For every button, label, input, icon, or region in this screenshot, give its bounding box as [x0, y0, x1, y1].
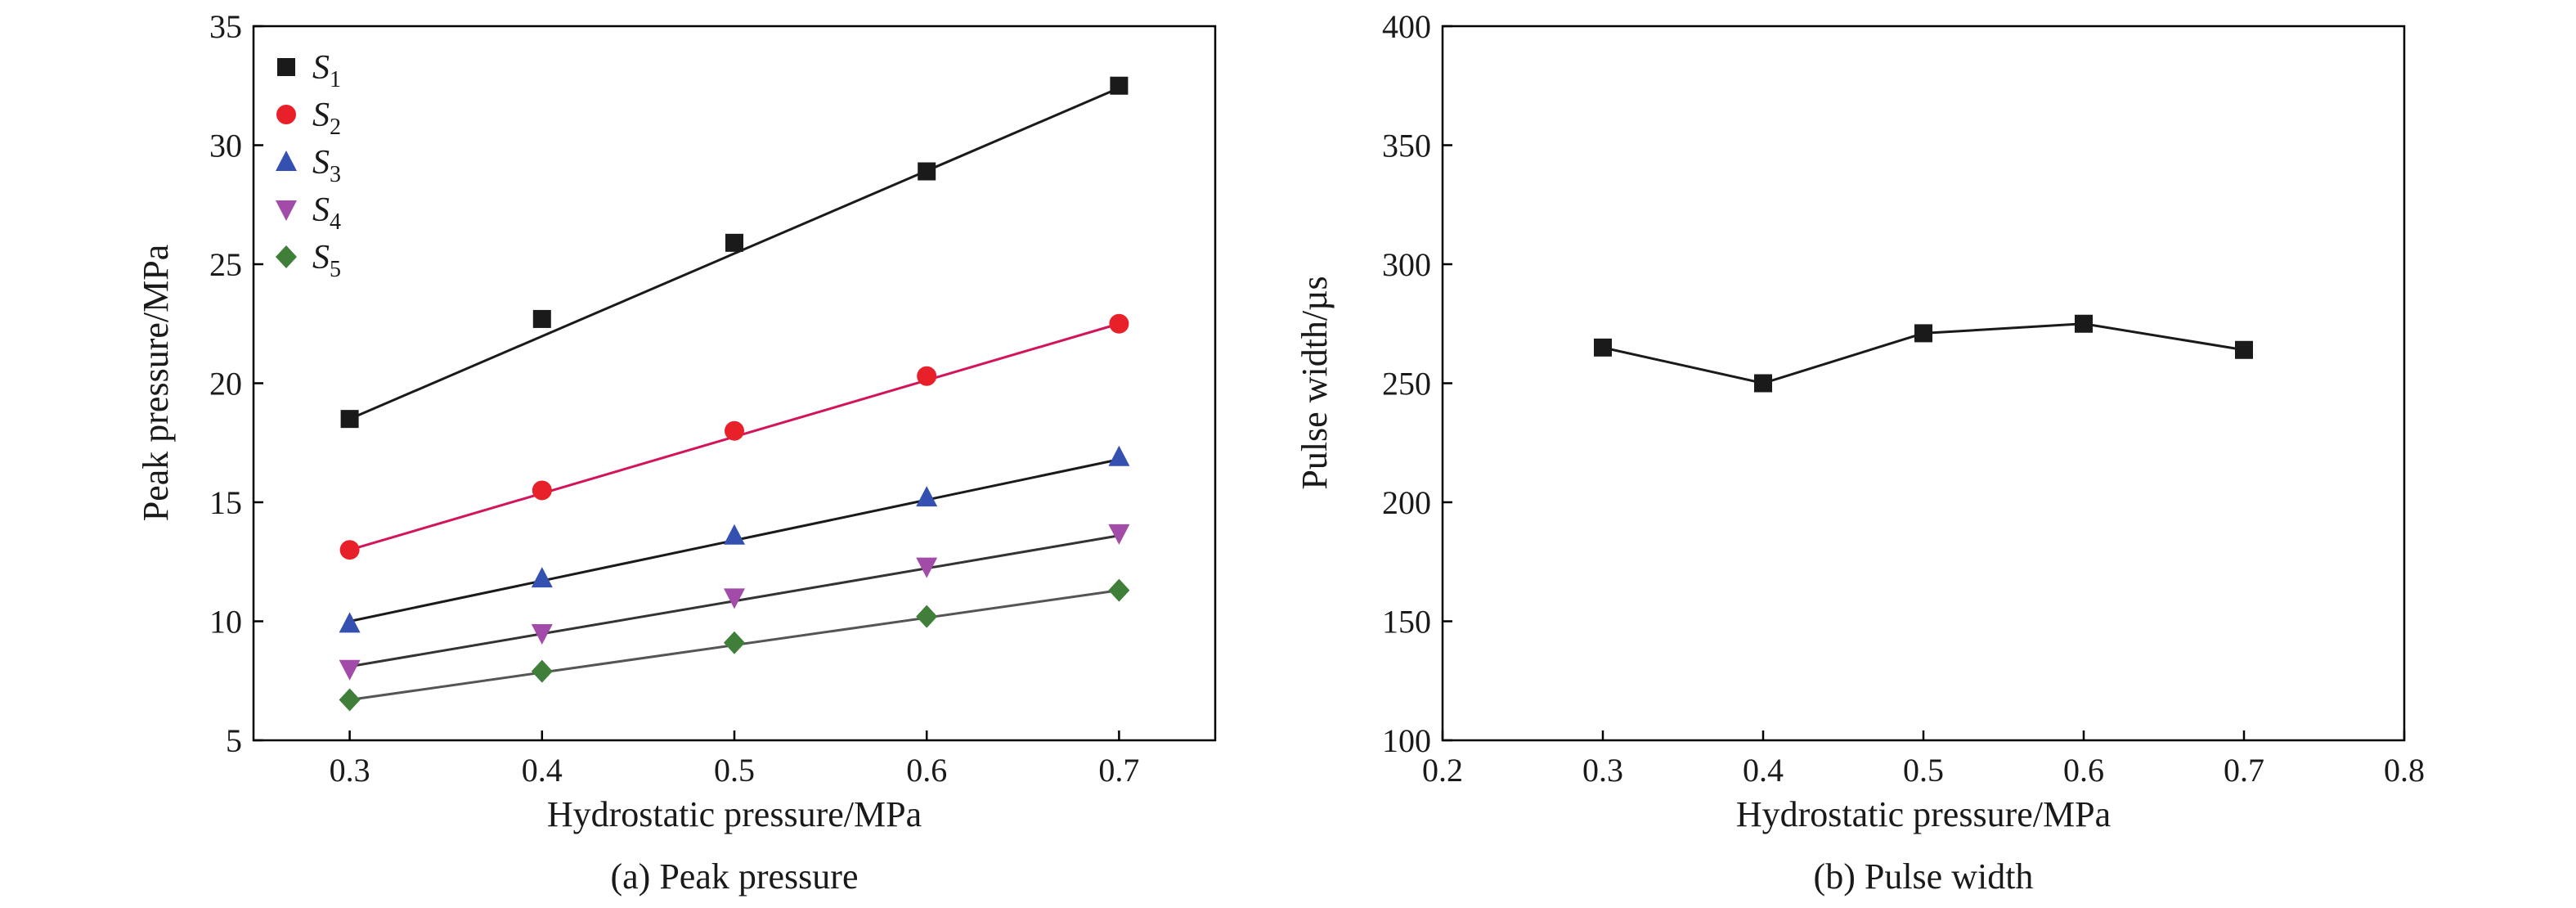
data-point: [2075, 314, 2093, 333]
plot-frame-b: [1441, 25, 2406, 742]
x-tick-label: 0.8: [2384, 752, 2425, 789]
data-point-s2: [917, 366, 937, 386]
data-point-s1: [340, 410, 359, 429]
y-axis-title-a: Peak pressure/MPa: [136, 245, 176, 522]
legend-marker-s4: [276, 200, 297, 221]
data-point-s2: [725, 420, 744, 441]
y-tick-label: 200: [1382, 484, 1431, 521]
y-tick-label: 300: [1382, 246, 1431, 283]
data-point: [1914, 324, 1932, 343]
data-points-a: [339, 76, 1130, 712]
legend-marker-s3: [276, 151, 297, 171]
x-tick-label: 0.6: [906, 752, 947, 789]
data-point-s3: [531, 567, 553, 588]
legend-label-s2: S2: [312, 97, 341, 140]
data-point-s1: [918, 162, 936, 181]
y-tick-label: 30: [209, 128, 242, 164]
data-point-s5: [724, 631, 745, 654]
y-tick-label: 15: [209, 484, 242, 521]
axis-ticks-a: 0.3 0.4 0.5 0.6 0.7 5 10 15 20 25 30 35: [209, 8, 1139, 789]
data-point: [1594, 338, 1612, 357]
y-tick-label: 350: [1382, 128, 1431, 164]
data-point: [2235, 340, 2253, 359]
data-point-s5: [339, 688, 361, 712]
data-point: [1754, 374, 1772, 393]
data-point-s2: [1109, 313, 1129, 334]
legend-marker-s1: [277, 58, 295, 76]
data-point-s3: [916, 486, 938, 507]
legend-label-s3: S3: [312, 144, 341, 187]
data-points-b: [1594, 314, 2253, 393]
data-point-s1: [725, 233, 743, 252]
legend-marker-s5: [276, 245, 297, 268]
data-point-s1: [532, 309, 551, 328]
data-point-s5: [531, 659, 553, 683]
data-point-s2: [532, 480, 552, 501]
data-point-s5: [1108, 578, 1130, 602]
y-tick-label: 35: [209, 8, 242, 45]
y-tick-label: 25: [209, 246, 242, 283]
data-point-s4: [916, 557, 938, 578]
data-point-s1: [1110, 76, 1129, 95]
data-point-s2: [339, 540, 360, 560]
caption-a: (a) Peak pressure: [611, 856, 859, 897]
y-tick-label: 400: [1382, 8, 1431, 45]
y-tick-label: 100: [1382, 722, 1431, 759]
y-tick-label: 20: [209, 366, 242, 402]
data-point-s4: [724, 588, 745, 609]
data-point-s3: [1108, 445, 1130, 466]
data-point-s5: [916, 605, 938, 628]
x-tick-label: 0.7: [1098, 752, 1139, 789]
data-point-s3: [339, 612, 361, 633]
legend-marker-s2: [276, 105, 296, 124]
data-point-s4: [531, 624, 553, 645]
x-tick-label: 0.5: [1903, 752, 1944, 789]
chart-pulse-width: 0.2 0.3 0.4 0.5 0.6 0.7 0.8 100 150 200 250 300 350 4…: [1295, 8, 2425, 897]
x-tick-label: 0.3: [1582, 752, 1623, 789]
x-tick-label: 0.6: [2063, 752, 2104, 789]
data-point-s3: [724, 524, 745, 545]
y-axis-title-b: Pulse width/µs: [1295, 276, 1335, 489]
legend-label-s5: S5: [312, 239, 341, 282]
y-tick-label: 5: [226, 722, 242, 759]
y-tick-label: 10: [209, 604, 242, 641]
x-tick-label: 0.2: [1422, 752, 1463, 789]
y-tick-label: 250: [1382, 366, 1431, 402]
data-point-s4: [1108, 524, 1130, 545]
x-tick-label: 0.4: [1743, 752, 1784, 789]
legend-label-s1: S1: [312, 49, 341, 92]
caption-b: (b) Pulse width: [1814, 856, 2034, 897]
x-tick-label: 0.7: [2224, 752, 2264, 789]
x-tick-label: 0.3: [330, 752, 370, 789]
legend-label-s4: S4: [312, 191, 341, 235]
fit-line-s1: [349, 87, 1120, 420]
axis-ticks-b: 0.2 0.3 0.4 0.5 0.6 0.7 0.8 100 150 200 250 300 350 4…: [1382, 8, 2425, 789]
x-axis-title-a: Hydrostatic pressure/MPa: [547, 794, 922, 834]
x-tick-label: 0.4: [522, 752, 563, 789]
data-point-s4: [339, 659, 361, 681]
y-tick-label: 150: [1382, 604, 1431, 641]
x-axis-title-b: Hydrostatic pressure/MPa: [1736, 794, 2111, 834]
x-tick-label: 0.5: [714, 752, 755, 789]
